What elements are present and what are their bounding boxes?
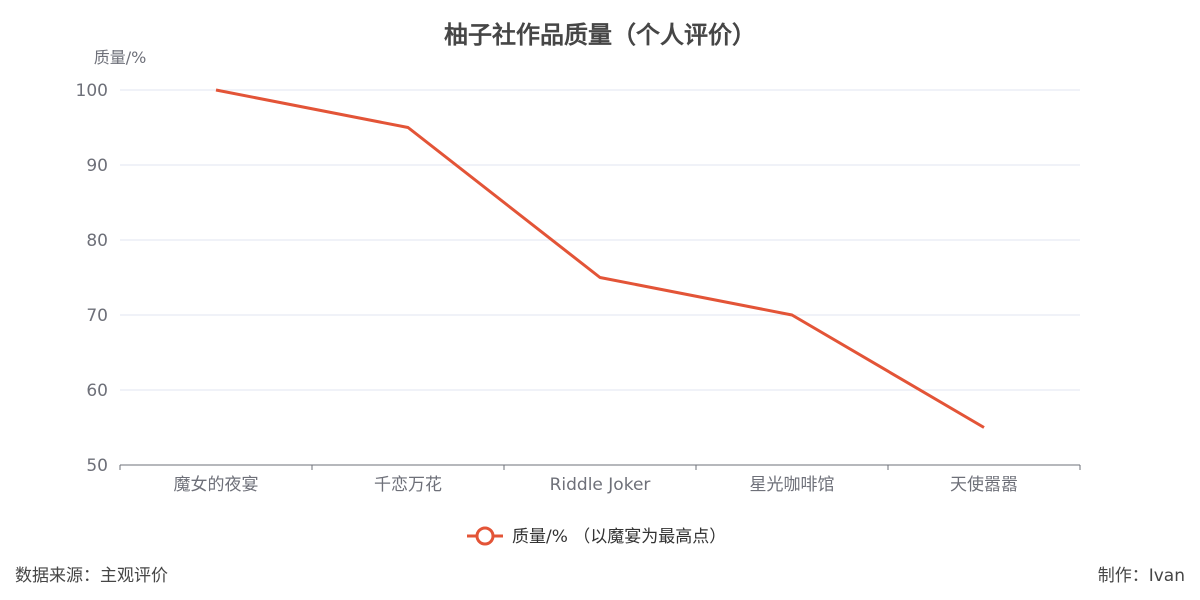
series-line xyxy=(215,88,985,429)
x-tick-label: 千恋万花 xyxy=(374,474,442,495)
x-tick-label: 魔女的夜宴 xyxy=(174,475,259,495)
y-tick-label: 80 xyxy=(86,231,108,251)
y-tick-label: 100 xyxy=(76,81,108,101)
author-credit: 制作：Ivan xyxy=(1098,566,1185,586)
series-layer xyxy=(213,87,987,431)
data-point[interactable] xyxy=(597,275,603,281)
legend[interactable]: 质量/% （以魔宴为最高点） xyxy=(467,526,726,547)
y-tick-label: 70 xyxy=(86,306,108,326)
x-tick-label: 天使嚣嚣 xyxy=(950,474,1018,495)
grid-lines xyxy=(120,89,1080,391)
data-point[interactable] xyxy=(981,425,987,431)
y-axis-title: 质量/% xyxy=(94,48,147,67)
data-point[interactable] xyxy=(213,87,219,93)
y-tick-label: 60 xyxy=(86,381,108,401)
y-tick-label: 50 xyxy=(86,456,108,476)
x-tick-label: Riddle Joker xyxy=(550,475,651,495)
legend-label: 质量/% （以魔宴为最高点） xyxy=(512,527,726,547)
data-point[interactable] xyxy=(789,312,795,318)
y-tick-label: 90 xyxy=(86,156,108,176)
x-axis: 魔女的夜宴 千恋万花 Riddle Joker 星光咖啡馆 天使嚣嚣 xyxy=(119,464,1081,495)
data-point[interactable] xyxy=(405,125,411,131)
x-tick-label: 星光咖啡馆 xyxy=(750,475,835,495)
y-axis-ticks: 50 60 70 80 90 100 xyxy=(76,81,108,476)
legend-circle-marker xyxy=(475,526,495,546)
chart-title: 柚子社作品质量（个人评价） xyxy=(444,21,756,49)
data-source-note: 数据来源：主观评价 xyxy=(15,566,168,586)
